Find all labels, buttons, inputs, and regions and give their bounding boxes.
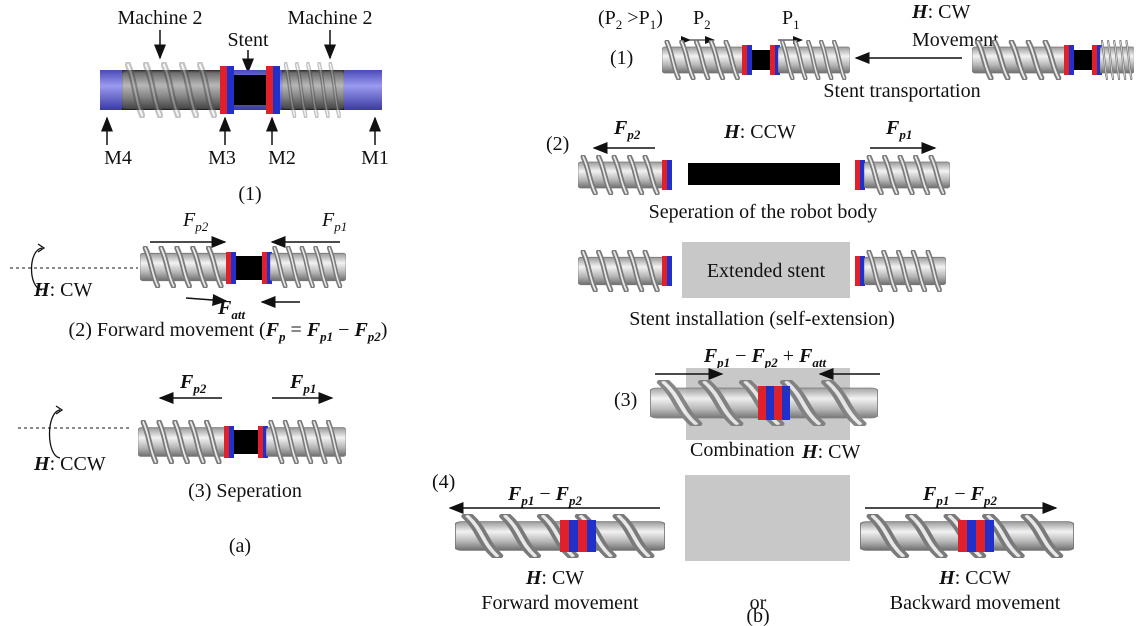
magnet xyxy=(774,386,790,420)
force: Fp1 xyxy=(289,371,316,396)
magnet xyxy=(560,520,578,552)
caption: Stent installation (self-extension) xyxy=(629,308,895,330)
label: (3) xyxy=(614,389,637,411)
field: H: CW xyxy=(801,441,860,463)
label: Machine 2 xyxy=(288,7,373,29)
label: M4 xyxy=(104,147,132,169)
label: Stent xyxy=(227,29,269,51)
magnet xyxy=(958,520,976,552)
screw xyxy=(138,422,226,462)
stent xyxy=(752,50,772,70)
screw xyxy=(972,42,1066,78)
field: H: CCW xyxy=(723,121,796,143)
screw xyxy=(778,42,850,78)
screw xyxy=(270,248,346,286)
extended-stent xyxy=(685,475,850,561)
force: Fp1 xyxy=(321,209,347,234)
label: Machine 2 xyxy=(118,7,203,29)
label: M3 xyxy=(208,147,236,169)
panel-label: (b) xyxy=(746,605,769,626)
screw xyxy=(578,252,664,290)
force: Fp2 xyxy=(613,117,641,142)
label: (P2 >P1) xyxy=(598,7,663,32)
label: Extended stent xyxy=(707,260,826,282)
field: H: CW xyxy=(911,1,970,23)
force: Fp1 − Fp2 xyxy=(507,483,582,508)
field: H: CW xyxy=(33,279,92,301)
magnet xyxy=(742,45,752,75)
stent xyxy=(234,75,266,105)
magnet xyxy=(578,520,596,552)
field: H: CW xyxy=(525,567,584,589)
stent xyxy=(236,256,264,280)
figure: Machine 2 Stent Machine 2 M4 M3 M2 M1 (1… xyxy=(0,0,1136,626)
magnet xyxy=(266,66,280,114)
caption: Seperation of the robot body xyxy=(649,201,878,223)
label: (1) xyxy=(238,183,261,205)
label: (2) xyxy=(546,133,569,155)
magnet xyxy=(226,252,236,284)
label: M1 xyxy=(361,147,389,169)
stent xyxy=(688,163,840,185)
screw xyxy=(266,422,346,462)
label: P2 xyxy=(693,7,711,32)
rotation xyxy=(50,406,63,458)
label: (4) xyxy=(432,471,455,493)
screw xyxy=(578,157,664,193)
screw xyxy=(122,65,222,115)
magnet xyxy=(758,386,774,420)
magnet xyxy=(220,66,234,114)
magnet xyxy=(224,426,234,458)
magnet xyxy=(662,160,672,190)
screw xyxy=(864,157,950,193)
magnet xyxy=(855,160,865,190)
panel-label: (a) xyxy=(229,535,251,557)
caption: Combination xyxy=(690,439,794,461)
stent xyxy=(234,430,260,454)
magnet xyxy=(1064,45,1074,75)
magnet xyxy=(976,520,994,552)
screw xyxy=(1100,42,1134,78)
magnet xyxy=(662,256,672,286)
field: H: CCW xyxy=(33,453,106,475)
caption: Stent transportation xyxy=(823,80,980,102)
screw xyxy=(140,248,228,286)
label: (1) xyxy=(610,47,633,69)
stent xyxy=(1074,50,1094,70)
caption: (2) Forward movement (Fp = Fp1 − Fp2) xyxy=(69,319,388,344)
force: Fp2 xyxy=(179,371,207,396)
force: Fp1 − Fp2 xyxy=(922,483,997,508)
caption: Backward movement xyxy=(890,592,1061,614)
caption: Forward movement xyxy=(481,592,639,614)
screw xyxy=(864,252,946,290)
magnet xyxy=(855,256,865,286)
screw xyxy=(662,42,744,78)
field: H: CCW xyxy=(938,567,1011,589)
force: Fp1 − Fp2 + Fatt xyxy=(703,345,827,370)
screw xyxy=(282,65,344,115)
force: Fp2 xyxy=(182,209,209,234)
label: P1 xyxy=(782,7,800,32)
label: M2 xyxy=(268,147,296,169)
force: Fp1 xyxy=(885,117,912,142)
caption: (3) Seperation xyxy=(188,480,302,502)
